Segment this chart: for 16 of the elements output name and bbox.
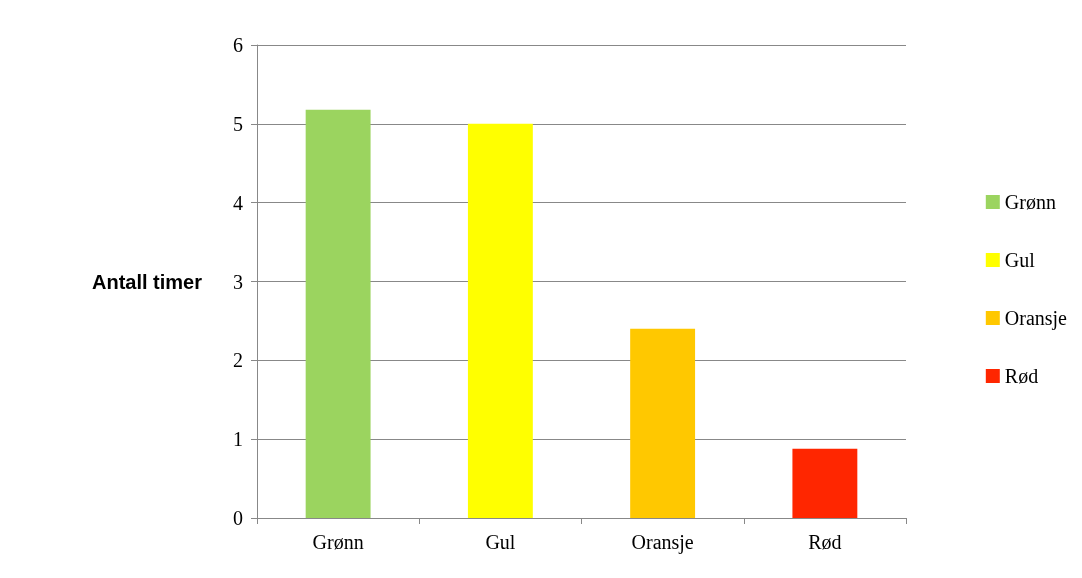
y-tick-label: 0 [233,507,243,529]
y-tick-label: 3 [233,270,243,293]
legend-label: Oransje [1004,307,1068,330]
y-tick-label: 2 [233,349,243,372]
legend-label: Grønn [1004,191,1056,213]
x-tick-label: Gul [485,531,516,553]
legend-label: Gul [1004,249,1036,271]
x-tick-label: Grønn [312,531,364,553]
x-tick-label: Oransje [631,531,694,554]
y-tick-label: 5 [233,112,243,135]
y-tick-label: 6 [233,34,243,56]
legend-label: Rød [1004,365,1039,387]
y-tick-label: 1 [233,428,243,451]
y-tick-label: 4 [233,191,243,214]
y-axis-title: Antall timer [91,270,203,293]
x-tick-label: Rød [808,531,842,553]
